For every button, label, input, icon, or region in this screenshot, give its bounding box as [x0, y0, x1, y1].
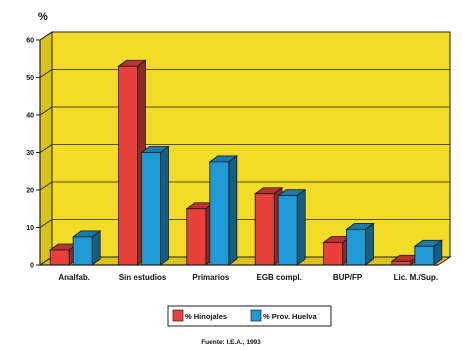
gridline-diagonal — [39, 106, 53, 116]
plot-floor — [38, 256, 452, 266]
bar-side — [228, 155, 238, 266]
bars — [40, 59, 444, 266]
y-tick-label: 0 — [30, 263, 34, 270]
bar-front — [414, 245, 435, 266]
legend-label: % Prov. Huelva — [263, 312, 317, 321]
gridline-diagonal — [39, 219, 53, 228]
bar-front — [141, 152, 161, 266]
bar-side — [365, 222, 374, 266]
gridline-diagonal — [39, 144, 53, 153]
gridline-diagonal — [39, 31, 53, 41]
x-tick-label: Sin estudios — [119, 273, 167, 282]
bar-side — [160, 145, 169, 266]
bar — [208, 155, 239, 266]
y-tick-label: 50 — [26, 75, 34, 82]
bar-front — [254, 193, 275, 266]
x-tick-label: Lic. M./Sup. — [394, 273, 438, 282]
plot-background — [38, 31, 452, 266]
x-tick-label: Analfab. — [58, 273, 90, 282]
x-tick-label: Primarios — [192, 273, 229, 282]
legend-label: % Hinojales — [185, 312, 227, 321]
x-axis-labels: Analfab. Sin estudios Primarios EGB compl. B… — [58, 273, 438, 282]
x-tick-label: EGB compl. — [256, 273, 301, 282]
bar — [322, 235, 352, 266]
bar — [140, 145, 170, 266]
bar-front — [186, 208, 207, 266]
bar-front — [118, 65, 138, 266]
legend-swatch — [250, 309, 262, 322]
bar-front — [346, 228, 366, 266]
legend-swatch — [172, 309, 184, 322]
bar-front — [72, 236, 93, 266]
bar-front — [49, 249, 70, 266]
bar-front — [277, 195, 298, 266]
bar — [276, 188, 307, 266]
bar-side — [296, 188, 306, 266]
y-axis-unit-label: % — [38, 11, 48, 23]
bar — [413, 239, 444, 266]
gridline-diagonal — [39, 181, 53, 191]
bar-front — [209, 161, 230, 266]
legend: % Hinojales % Prov. Huelva — [167, 305, 332, 327]
bar — [345, 222, 375, 266]
bar-front — [323, 242, 343, 266]
x-tick-label: BUP/FP — [333, 273, 363, 282]
y-tick-label: 60 — [26, 38, 34, 45]
y-axis-ticks: 0 10 20 30 40 50 60 — [26, 38, 41, 270]
bar — [71, 230, 102, 266]
y-tick-label: 20 — [26, 188, 34, 195]
y-tick-label: 30 — [26, 150, 34, 157]
y-tick-label: 10 — [26, 225, 34, 232]
source-note: Fuente: I.E.A., 1993 — [201, 339, 261, 346]
legend-box — [167, 305, 332, 327]
gridline-diagonal — [39, 69, 53, 78]
y-tick-label: 40 — [26, 113, 34, 120]
